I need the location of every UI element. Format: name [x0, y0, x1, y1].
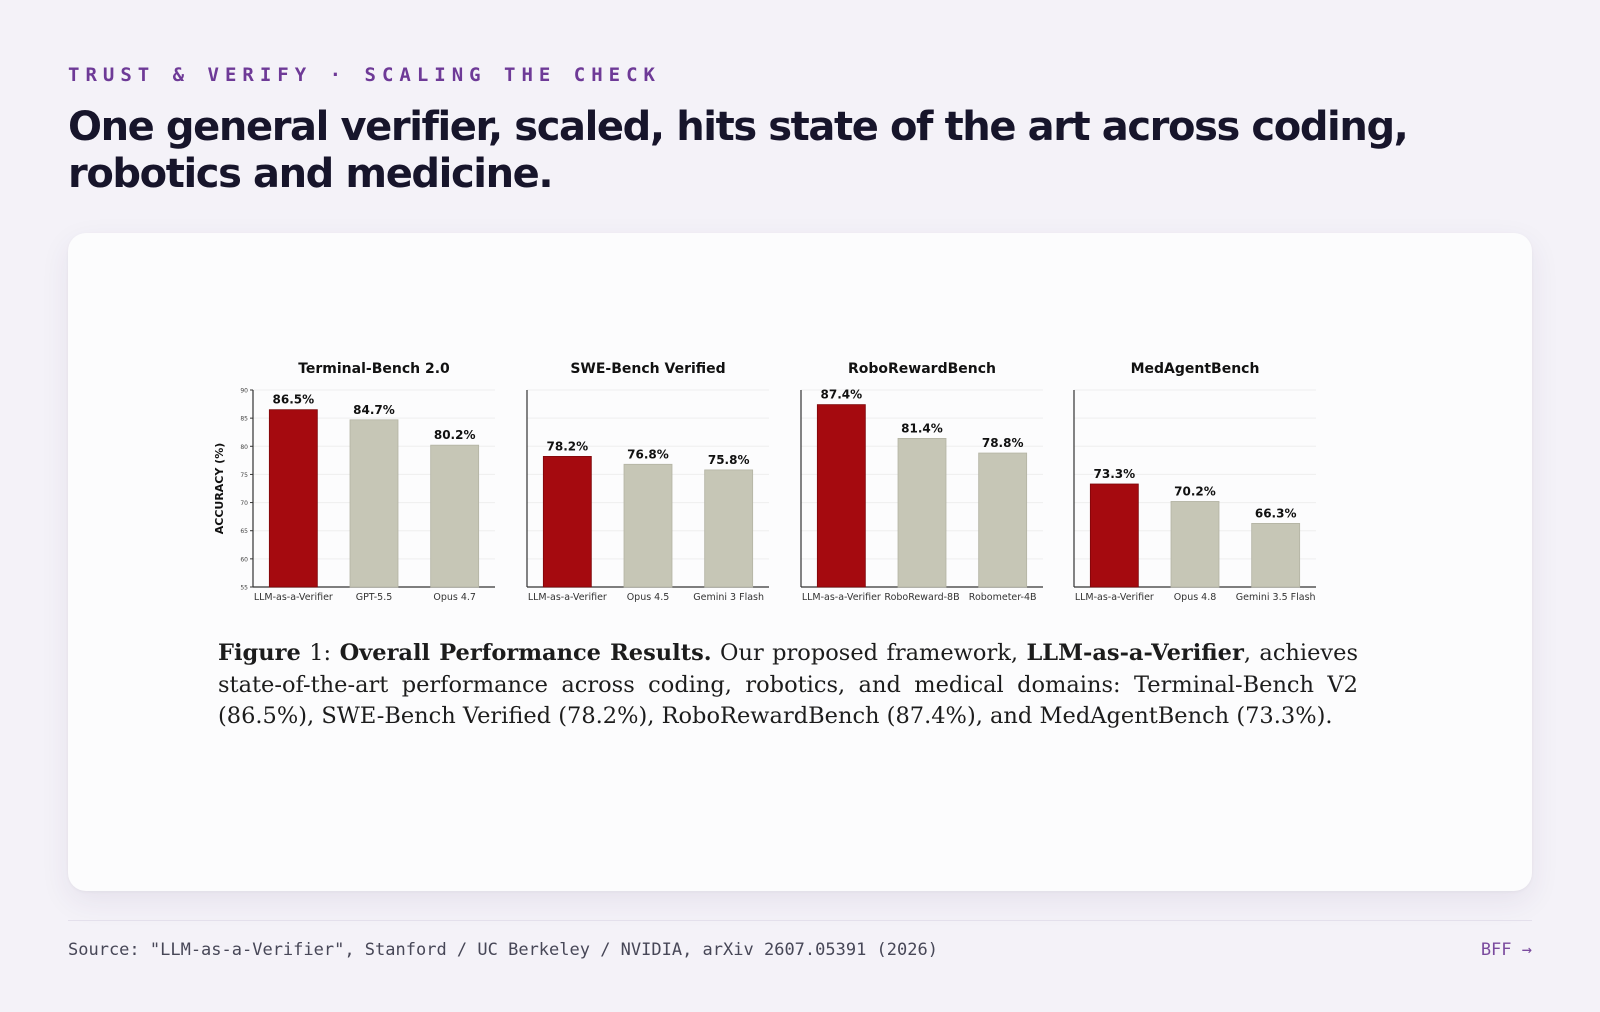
x-tick-label: LLM-as-a-Verifier	[802, 592, 881, 603]
y-tick-label: 65	[240, 528, 248, 535]
data-label: 75.8%	[708, 453, 750, 467]
performance-bar-charts: Terminal-Bench 2.0 55 60 65 70 75 80 85 90 ACCURA…	[213, 361, 1316, 603]
data-label: 84.7%	[353, 403, 395, 417]
eyebrow-section: TRUST & VERIFY	[68, 64, 313, 86]
data-label: 78.8%	[982, 436, 1024, 450]
data-label: 78.2%	[547, 439, 589, 453]
bar	[1089, 483, 1139, 588]
footer-divider	[68, 920, 1532, 921]
x-tick-label: Gemini 3 Flash	[693, 592, 764, 603]
bar	[430, 444, 480, 588]
chart-title: Terminal-Bench 2.0	[298, 361, 450, 377]
x-tick-label: GPT-5.5	[356, 592, 393, 603]
bar	[816, 404, 866, 588]
chart-title: MedAgentBench	[1131, 361, 1260, 377]
x-tick-label: Opus 4.8	[1174, 592, 1217, 603]
figure-caption: Figure 1: Overall Performance Results. O…	[218, 638, 1358, 733]
chart-title: SWE-Bench Verified	[570, 361, 725, 377]
chart-title: RoboRewardBench	[848, 361, 996, 377]
x-tick-label: LLM-as-a-Verifier	[1075, 592, 1154, 603]
x-tick-label: Opus 4.7	[433, 592, 476, 603]
data-label: 76.8%	[627, 447, 669, 461]
x-tick-label: RoboReward-8B	[884, 592, 959, 603]
caption-text-pre: Our proposed framework,	[720, 640, 1018, 666]
y-tick-label: 75	[240, 472, 248, 479]
data-label: 73.3%	[1094, 467, 1136, 481]
y-tick-label: 70	[240, 500, 248, 507]
y-tick-label: 60	[240, 556, 248, 563]
caption-text-post: , achieves state-of-the-art performance …	[218, 640, 1359, 729]
y-tick-label: 90	[240, 388, 248, 395]
data-label: 66.3%	[1255, 506, 1297, 520]
caption-figure-label: Figure	[218, 640, 301, 666]
x-tick-label: Gemini 3.5 Flash	[1236, 592, 1316, 603]
caption-figure-number: 1:	[309, 640, 332, 666]
page-title: One general verifier, scaled, hits state…	[68, 104, 1409, 197]
bar	[1170, 501, 1220, 588]
bar	[978, 452, 1028, 588]
data-label: 86.5%	[273, 393, 315, 407]
bar	[349, 419, 399, 588]
bar	[268, 409, 318, 588]
x-tick-label: Robometer-4B	[969, 592, 1037, 603]
bar	[704, 469, 754, 588]
bar	[623, 463, 673, 588]
bar	[542, 456, 592, 588]
data-label: 87.4%	[821, 388, 863, 402]
bar	[897, 438, 947, 588]
eyebrow-separator: ·	[329, 64, 348, 86]
eyebrow-subsection: SCALING THE CHECK	[364, 64, 661, 86]
x-tick-label: LLM-as-a-Verifier	[528, 592, 607, 603]
y-tick-label: 80	[240, 444, 248, 451]
data-label: 70.2%	[1174, 484, 1216, 498]
caption-title: Overall Performance Results.	[339, 640, 712, 666]
y-tick-label: 85	[240, 416, 248, 423]
x-tick-label: LLM-as-a-Verifier	[254, 592, 333, 603]
next-slide-link[interactable]: BFF →	[1480, 940, 1532, 960]
source-citation: Source: "LLM-as-a-Verifier", Stanford / …	[68, 940, 938, 960]
y-axis-label: ACCURACY (%)	[213, 443, 226, 535]
x-tick-label: Opus 4.5	[627, 592, 670, 603]
eyebrow: TRUST & VERIFY · SCALING THE CHECK	[68, 64, 661, 86]
bar	[1251, 522, 1301, 588]
caption-method: LLM-as-a-Verifier	[1026, 640, 1244, 666]
data-label: 80.2%	[434, 428, 476, 442]
figure-card: Terminal-Bench 2.0 55 60 65 70 75 80 85 90 ACCURA…	[68, 233, 1532, 891]
data-label: 81.4%	[901, 421, 943, 435]
y-tick-label: 55	[240, 585, 248, 592]
